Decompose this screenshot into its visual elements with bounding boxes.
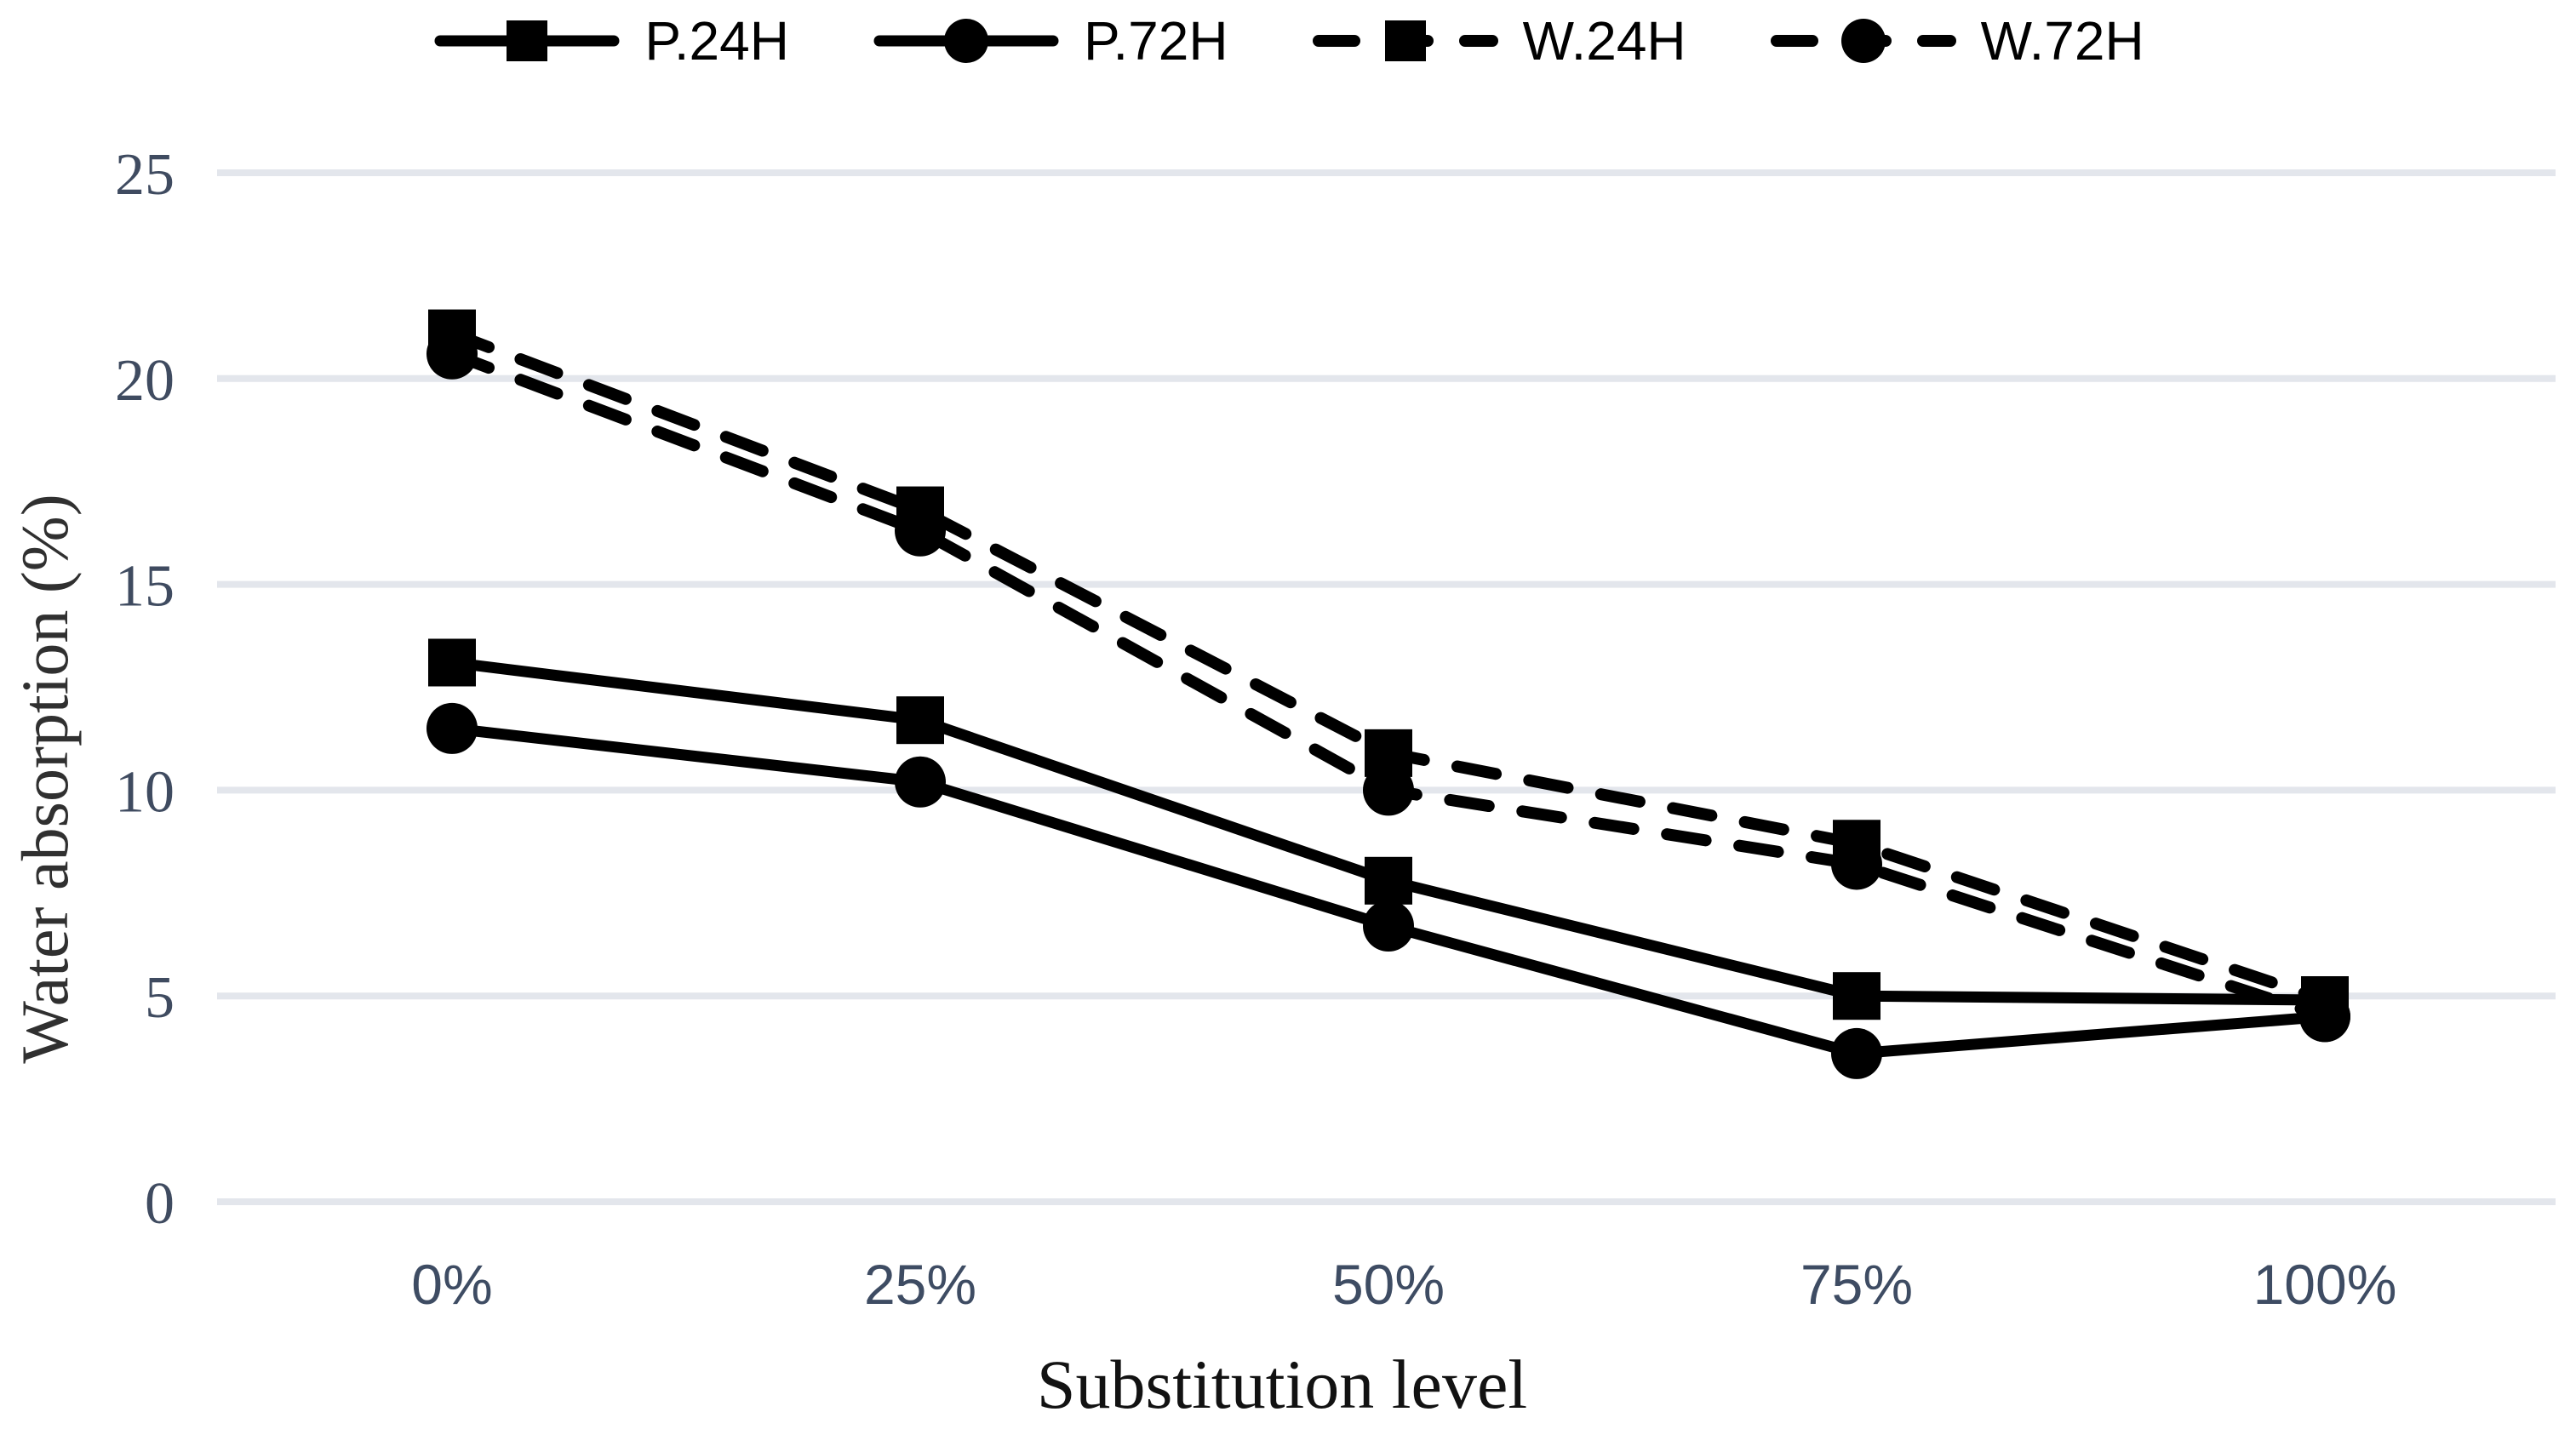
y-axis-title-text: Water absorption (%) (8, 494, 82, 1064)
marker-square-P.24H-50% (1365, 856, 1412, 905)
legend-solid-square-icon (434, 20, 620, 61)
legend-item-W.72H: W.72H (1768, 3, 2144, 79)
legend-label-P.72H: P.72H (1083, 10, 1228, 71)
x-tick-label-100%: 100% (2253, 1253, 2397, 1316)
marker-circle-W.72H-0% (426, 328, 478, 380)
y-tick-label-25: 25 (115, 142, 175, 208)
legend-dashed-circle-icon (1770, 19, 1956, 63)
y-tick-label-15: 15 (115, 554, 175, 620)
y-tick-label-5: 5 (145, 965, 175, 1031)
legend-label-P.24H: P.24H (644, 10, 789, 71)
legend-item-W.24H: W.24H (1310, 3, 1686, 79)
x-tick-label-0%: 0% (411, 1253, 492, 1316)
x-axis-title: Substitution level (1036, 1346, 1528, 1423)
legend-item-P.72H: P.72H (871, 3, 1228, 79)
y-axis-title: Water absorption (%) (7, 494, 83, 1063)
marker-circle-W.72H-75% (1831, 838, 1882, 890)
legend-item-P.24H: P.24H (432, 3, 789, 79)
y-tick-label-10: 10 (115, 759, 175, 825)
marker-square-P.24H-0% (428, 638, 476, 687)
marker-circle-P.72H-50% (1363, 900, 1414, 952)
marker-square-P.24H-75% (1833, 972, 1880, 1020)
marker-circle-P.72H-0% (426, 702, 478, 754)
x-tick-label-50%: 50% (1332, 1253, 1445, 1316)
marker-square-P.24H-25% (896, 696, 944, 745)
legend-label-W.24H: W.24H (1522, 10, 1686, 71)
marker-circle-P.72H-75% (1831, 1027, 1882, 1079)
marker-circle-W.72H-100% (2299, 991, 2350, 1043)
x-tick-label-25%: 25% (864, 1253, 976, 1316)
legend-solid-circle-icon (873, 19, 1059, 63)
legend-label-W.72H: W.72H (1980, 10, 2144, 71)
legend-dashed-square-icon (1312, 20, 1498, 61)
y-tick-label-20: 20 (115, 348, 175, 414)
y-tick-label-0: 0 (145, 1171, 175, 1237)
marker-circle-W.72H-25% (895, 505, 946, 557)
chart-legend: P.24H P.72H W.24H W.72H (0, 2, 2576, 80)
marker-circle-W.72H-50% (1363, 764, 1414, 816)
marker-circle-P.72H-25% (895, 756, 946, 808)
x-tick-label-75%: 75% (1800, 1253, 1913, 1316)
